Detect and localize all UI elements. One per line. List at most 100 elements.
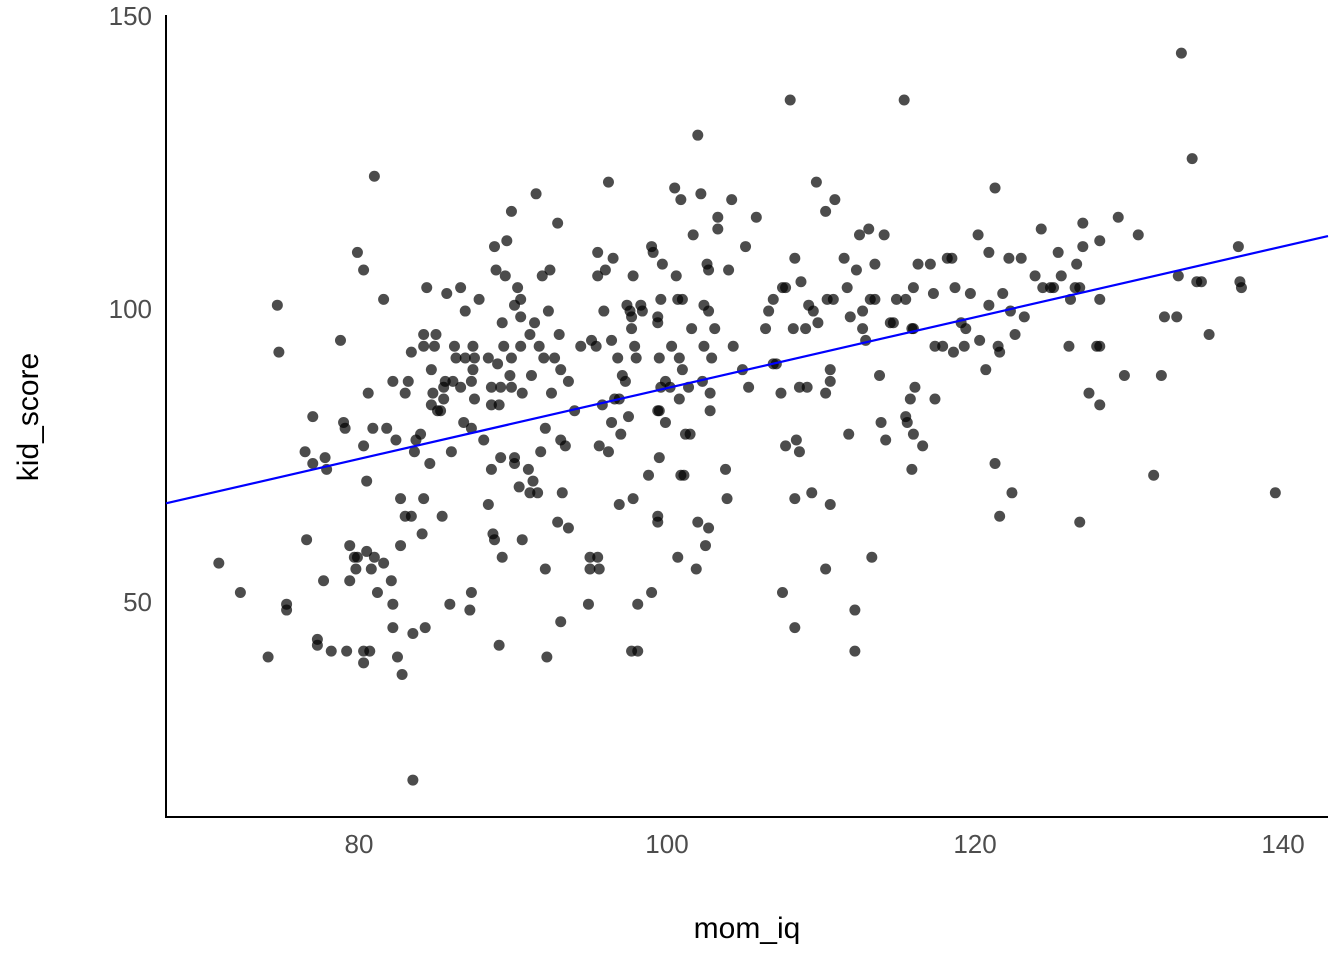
point <box>368 551 380 563</box>
point <box>473 293 485 305</box>
point <box>385 575 397 587</box>
point <box>527 475 539 487</box>
point <box>900 293 912 305</box>
point <box>653 405 665 417</box>
point <box>395 493 407 505</box>
point <box>863 223 875 235</box>
point <box>723 264 735 276</box>
point <box>599 264 611 276</box>
point <box>1186 153 1198 165</box>
point <box>532 487 544 499</box>
point <box>387 622 399 634</box>
x-tick-label: 140 <box>1261 829 1304 859</box>
point <box>763 305 775 317</box>
point <box>824 364 836 376</box>
point <box>653 452 665 464</box>
point <box>418 329 430 341</box>
point <box>960 323 972 335</box>
point <box>465 375 477 387</box>
point <box>495 381 507 393</box>
point <box>844 311 856 323</box>
point <box>780 440 792 452</box>
point <box>493 639 505 651</box>
point <box>281 604 293 616</box>
point <box>381 422 393 434</box>
point <box>912 258 924 270</box>
point <box>869 293 881 305</box>
point <box>619 375 631 387</box>
point <box>673 393 685 405</box>
point <box>391 651 403 663</box>
point <box>726 194 738 206</box>
point <box>493 399 505 411</box>
point <box>703 264 715 276</box>
point <box>378 557 390 569</box>
point <box>1195 276 1207 288</box>
point <box>1003 252 1015 264</box>
point <box>927 287 939 299</box>
point <box>807 305 819 317</box>
point <box>425 364 437 376</box>
point <box>575 340 587 352</box>
point <box>687 229 699 241</box>
point <box>1077 217 1089 229</box>
point <box>598 305 610 317</box>
point <box>760 323 772 335</box>
point <box>875 416 887 428</box>
point <box>829 194 841 206</box>
point <box>695 188 707 200</box>
point <box>515 293 527 305</box>
point <box>552 217 564 229</box>
point <box>478 434 490 446</box>
point <box>690 563 702 575</box>
point <box>857 305 869 317</box>
point <box>727 340 739 352</box>
point <box>364 645 376 657</box>
point <box>559 440 571 452</box>
point <box>273 346 285 358</box>
point <box>602 176 614 188</box>
point <box>339 422 351 434</box>
point <box>1018 311 1030 323</box>
point <box>917 440 929 452</box>
point <box>789 493 801 505</box>
point <box>810 176 822 188</box>
point <box>424 457 436 469</box>
point <box>485 463 497 475</box>
point <box>820 205 832 217</box>
point <box>1235 282 1247 294</box>
point <box>405 510 417 522</box>
point <box>800 323 812 335</box>
point <box>535 446 547 458</box>
point <box>361 545 373 557</box>
point <box>898 94 910 106</box>
point <box>1112 211 1124 223</box>
point <box>1158 311 1170 323</box>
point <box>438 393 450 405</box>
point <box>606 416 618 428</box>
point <box>627 493 639 505</box>
point <box>408 446 420 458</box>
point <box>396 669 408 681</box>
point <box>1232 241 1244 253</box>
point <box>704 405 716 417</box>
point <box>555 364 567 376</box>
point <box>505 352 517 364</box>
point <box>655 293 667 305</box>
point <box>464 604 476 616</box>
point <box>1015 252 1027 264</box>
point <box>1155 370 1167 382</box>
point <box>994 510 1006 522</box>
point <box>632 645 644 657</box>
point <box>271 299 283 311</box>
point <box>319 452 331 464</box>
point <box>387 598 399 610</box>
point <box>613 499 625 511</box>
point <box>467 364 479 376</box>
point <box>421 282 433 294</box>
point <box>455 381 467 393</box>
point <box>485 399 497 411</box>
point <box>989 182 1001 194</box>
point <box>878 229 890 241</box>
point <box>362 387 374 399</box>
